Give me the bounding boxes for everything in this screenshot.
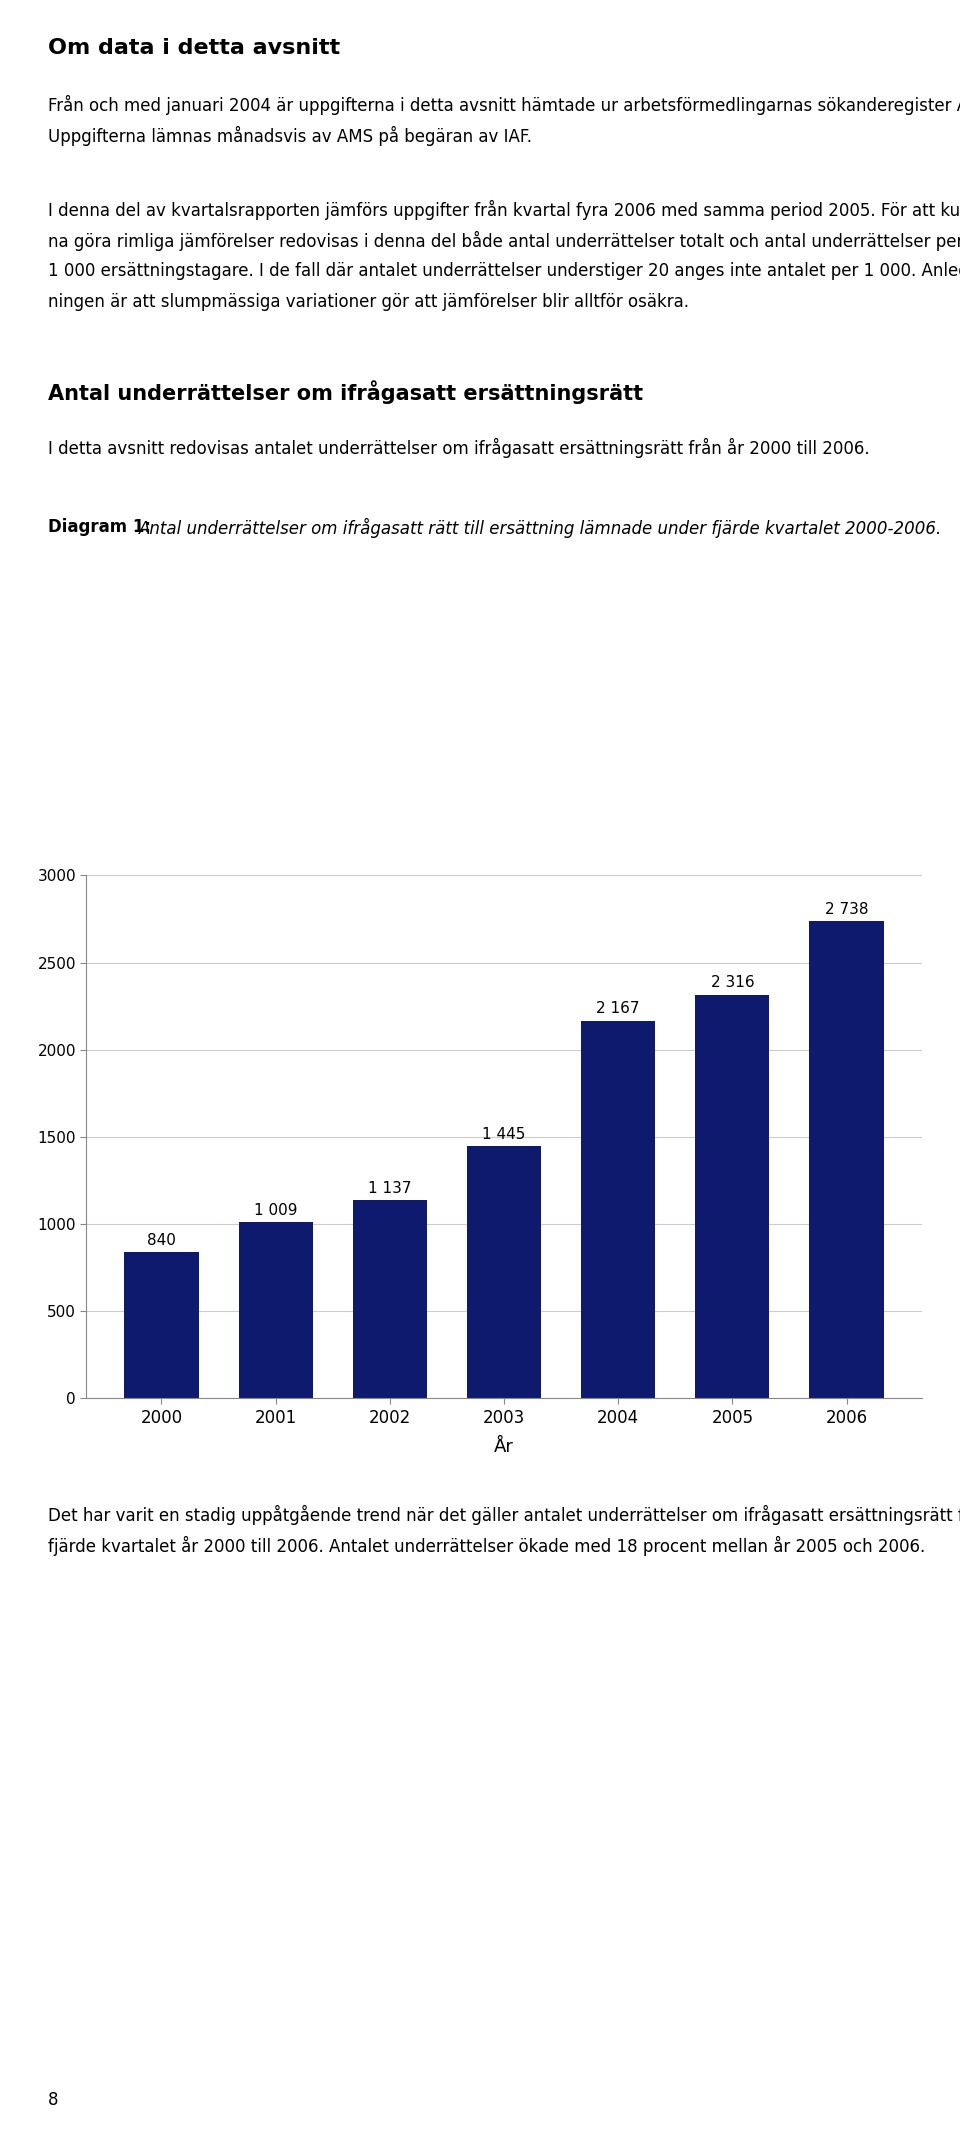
Bar bbox=[467, 1146, 541, 1398]
Text: 2 316: 2 316 bbox=[710, 976, 755, 991]
Bar bbox=[125, 1251, 199, 1398]
Text: 1 445: 1 445 bbox=[482, 1127, 526, 1142]
Text: 2 167: 2 167 bbox=[596, 1001, 640, 1016]
Text: na göra rimliga jämförelser redovisas i denna del både antal underrättelser tota: na göra rimliga jämförelser redovisas i … bbox=[48, 231, 960, 252]
Text: I detta avsnitt redovisas antalet underrättelser om ifrågasatt ersättningsrätt f: I detta avsnitt redovisas antalet underr… bbox=[48, 438, 870, 459]
Bar bbox=[809, 920, 883, 1398]
Text: Uppgifterna lämnas månadsvis av AMS på begäran av IAF.: Uppgifterna lämnas månadsvis av AMS på b… bbox=[48, 126, 532, 145]
Text: fjärde kvartalet år 2000 till 2006. Antalet underrättelser ökade med 18 procent : fjärde kvartalet år 2000 till 2006. Anta… bbox=[48, 1537, 925, 1556]
Text: 1 137: 1 137 bbox=[368, 1181, 412, 1196]
Text: Från och med januari 2004 är uppgifterna i detta avsnitt hämtade ur arbetsförmed: Från och med januari 2004 är uppgifterna… bbox=[48, 94, 960, 115]
Bar bbox=[695, 995, 770, 1398]
Text: 1 000 ersättningstagare. I de fall där antalet underrättelser understiger 20 ang: 1 000 ersättningstagare. I de fall där a… bbox=[48, 263, 960, 280]
Text: Det har varit en stadig uppåtgående trend när det gäller antalet underrättelser : Det har varit en stadig uppåtgående tren… bbox=[48, 1505, 960, 1524]
Bar bbox=[352, 1200, 427, 1398]
Bar bbox=[581, 1021, 656, 1398]
Text: Antal underrättelser om ifrågasatt ersättningsrätt: Antal underrättelser om ifrågasatt ersät… bbox=[48, 380, 643, 404]
Text: 2 738: 2 738 bbox=[825, 901, 868, 916]
Text: 840: 840 bbox=[147, 1232, 176, 1247]
Text: 1 009: 1 009 bbox=[253, 1204, 298, 1219]
Text: ningen är att slumpmässiga variationer gör att jämförelser blir alltför osäkra.: ningen är att slumpmässiga variationer g… bbox=[48, 292, 689, 312]
Text: Diagram 1:: Diagram 1: bbox=[48, 519, 156, 536]
Text: I denna del av kvartalsrapporten jämförs uppgifter från kvartal fyra 2006 med sa: I denna del av kvartalsrapporten jämförs… bbox=[48, 201, 960, 220]
X-axis label: År: År bbox=[494, 1439, 514, 1456]
Text: Om data i detta avsnitt: Om data i detta avsnitt bbox=[48, 38, 340, 58]
Bar bbox=[238, 1223, 313, 1398]
Text: 8: 8 bbox=[48, 2092, 59, 2109]
Text: Antal underrättelser om ifrågasatt rätt till ersättning lämnade under fjärde kva: Antal underrättelser om ifrågasatt rätt … bbox=[139, 519, 943, 538]
